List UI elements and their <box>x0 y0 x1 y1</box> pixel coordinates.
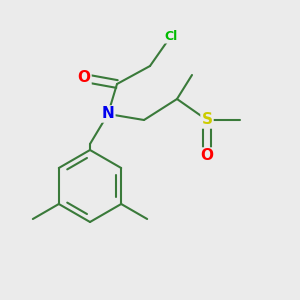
Text: S: S <box>202 112 212 128</box>
Text: Cl: Cl <box>164 29 178 43</box>
Text: O: O <box>77 70 91 86</box>
Text: O: O <box>200 148 214 164</box>
Text: N: N <box>102 106 114 122</box>
